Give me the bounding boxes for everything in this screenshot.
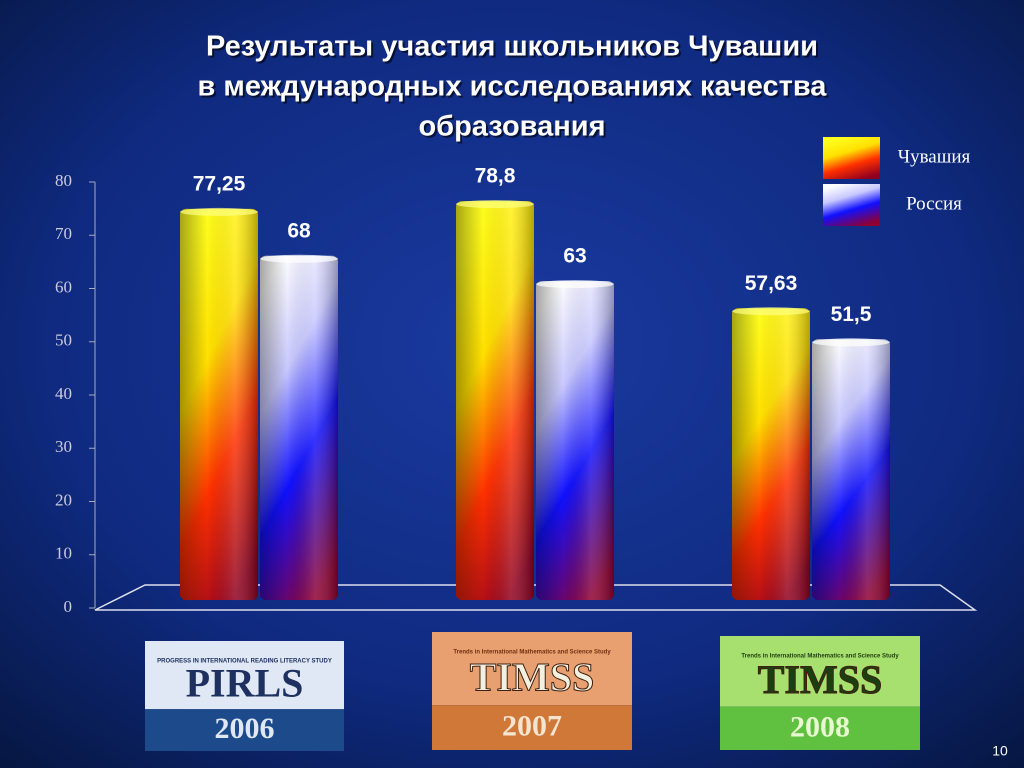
y-tick-label: 40 — [55, 384, 72, 403]
x-tick-label: TIMSS — [470, 655, 595, 700]
x-tick-label: TIMSS — [758, 657, 883, 702]
legend-label: Россия — [906, 193, 962, 214]
page-number: 10 — [992, 743, 1008, 759]
value-label: 51,5 — [831, 303, 872, 326]
chart-title: образования — [418, 111, 605, 143]
floor — [94, 584, 978, 611]
legend-swatch — [823, 184, 880, 226]
value-label: 57,63 — [745, 272, 798, 295]
bar-top — [812, 338, 890, 347]
legend-swatch — [823, 137, 880, 179]
title-shadow: Результаты участия школьников Чувашии — [208, 33, 820, 65]
logo-bottom — [145, 709, 344, 751]
logo-year: 2007 — [502, 710, 562, 743]
value-label: 68 — [287, 219, 311, 242]
bar-shading — [456, 201, 534, 600]
bars: 77,25 78,8 57,63 68 63 51,5 — [180, 165, 890, 600]
bar-top — [180, 207, 258, 216]
title-shadow: образования — [420, 113, 607, 145]
bar-shading — [732, 308, 810, 600]
logo-subtitle: Trends in International Mathematics and … — [453, 650, 611, 656]
logo-year: 2006 — [215, 712, 275, 745]
y-tick-label: 60 — [55, 277, 72, 296]
bar-shading — [536, 281, 614, 600]
value-label: 63 — [563, 245, 586, 268]
bar-top — [536, 280, 614, 289]
bar-shading — [180, 208, 258, 600]
logos: PROGRESS IN INTERNATIONAL READING LITERA… — [145, 632, 920, 751]
title-shadow: в международных исследованиях качества — [200, 73, 830, 105]
x-tick-label: PIRLS — [186, 660, 304, 705]
y-tick-label: 50 — [55, 331, 72, 350]
legend: Чувашия Россия — [823, 137, 971, 226]
bar-shading — [260, 255, 338, 600]
y-ticks: 0 10 20 30 40 50 60 70 80 — [55, 171, 95, 616]
title: Результаты участия школьников ЧувашииРез… — [198, 31, 830, 145]
y-tick-label: 10 — [55, 544, 72, 563]
logo-top — [720, 636, 920, 707]
value-label: 78,8 — [475, 165, 516, 188]
y-tick-label: 30 — [55, 437, 72, 456]
y-tick-label: 0 — [64, 597, 73, 616]
logo-subtitle: Trends in International Mathematics and … — [741, 654, 899, 660]
y-tick-label: 70 — [55, 224, 72, 243]
bar-top — [260, 254, 338, 263]
bar-top — [456, 200, 534, 209]
value-label: 77,25 — [193, 172, 246, 195]
chart-title: Результаты участия школьников Чувашии — [206, 31, 818, 63]
logo-top — [145, 641, 344, 710]
logo-top — [432, 632, 632, 706]
chart-title: в международных исследованиях качества — [198, 71, 828, 103]
logo-subtitle: PROGRESS IN INTERNATIONAL READING LITERA… — [157, 659, 332, 665]
bar-top — [732, 307, 810, 316]
y-tick-label: 20 — [55, 490, 72, 509]
legend-label: Чувашия — [898, 146, 971, 167]
bar-shading — [812, 339, 890, 600]
y-tick-label: 80 — [55, 171, 72, 190]
logo-year: 2008 — [790, 710, 850, 743]
logo-bottom — [432, 705, 632, 750]
logo-bottom — [720, 706, 920, 750]
